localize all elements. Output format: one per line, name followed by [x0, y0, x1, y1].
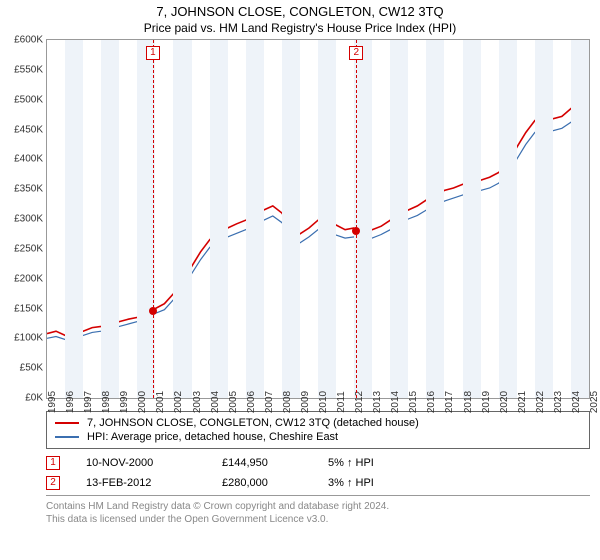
- y-axis-label: £450K: [14, 124, 47, 135]
- chart-alt-band: [282, 40, 300, 398]
- transaction-table: 1 10-NOV-2000 £144,950 5% ↑ HPI 2 13-FEB-2012…: [46, 453, 590, 493]
- x-axis-label: 2007: [264, 391, 275, 413]
- footer-line-2: This data is licensed under the Open Gov…: [46, 513, 590, 526]
- x-axis-label: 2024: [571, 391, 582, 413]
- chart-alt-band: [463, 40, 481, 398]
- marker-line: [356, 40, 357, 398]
- marker-label: 2: [349, 46, 363, 60]
- transaction-date: 13-FEB-2012: [86, 477, 196, 489]
- legend-item: HPI: Average price, detached house, Ches…: [55, 430, 581, 444]
- chart-alt-band: [426, 40, 444, 398]
- transaction-price: £144,950: [222, 457, 302, 469]
- legend-swatch: [55, 422, 79, 424]
- transaction-delta: 3% ↑ HPI: [328, 477, 418, 489]
- y-axis-label: £550K: [14, 64, 47, 75]
- transaction-delta: 5% ↑ HPI: [328, 457, 418, 469]
- x-axis-label: 2022: [535, 391, 546, 413]
- x-axis-label: 1999: [119, 391, 130, 413]
- x-axis-label: 2006: [246, 391, 257, 413]
- chart-legend: 7, JOHNSON CLOSE, CONGLETON, CW12 3TQ (d…: [46, 411, 590, 449]
- x-axis-label: 2025: [589, 391, 600, 413]
- transaction-date: 10-NOV-2000: [86, 457, 196, 469]
- x-axis-label: 2017: [444, 391, 455, 413]
- x-axis-label: 2010: [318, 391, 329, 413]
- x-axis-label: 1998: [101, 391, 112, 413]
- x-axis-label: 2020: [499, 391, 510, 413]
- x-axis-label: 2021: [517, 391, 528, 413]
- y-axis-label: £150K: [14, 303, 47, 314]
- x-axis-label: 2004: [210, 391, 221, 413]
- legend-label: 7, JOHNSON CLOSE, CONGLETON, CW12 3TQ (d…: [87, 417, 419, 429]
- chart-alt-band: [535, 40, 553, 398]
- x-axis-label: 2002: [173, 391, 184, 413]
- x-axis-label: 2001: [155, 391, 166, 413]
- x-axis-label: 1996: [65, 391, 76, 413]
- transaction-price: £280,000: [222, 477, 302, 489]
- x-axis-label: 2015: [408, 391, 419, 413]
- transaction-row: 2 13-FEB-2012 £280,000 3% ↑ HPI: [46, 473, 590, 493]
- chart-alt-band: [499, 40, 517, 398]
- marker-label: 1: [146, 46, 160, 60]
- y-axis-label: £250K: [14, 243, 47, 254]
- x-axis-label: 2000: [137, 391, 148, 413]
- chart-subtitle: Price paid vs. HM Land Registry's House …: [0, 19, 600, 39]
- x-axis-label: 1995: [47, 391, 58, 413]
- legend-item: 7, JOHNSON CLOSE, CONGLETON, CW12 3TQ (d…: [55, 416, 581, 430]
- chart-alt-band: [173, 40, 191, 398]
- transaction-marker: 1: [46, 456, 60, 470]
- footer-attribution: Contains HM Land Registry data © Crown c…: [46, 495, 590, 526]
- chart-alt-band: [65, 40, 83, 398]
- x-axis-label: 2009: [300, 391, 311, 413]
- x-axis-label: 2011: [336, 391, 347, 413]
- x-axis-label: 2008: [282, 391, 293, 413]
- x-axis-label: 2016: [426, 391, 437, 413]
- y-axis-label: £50K: [20, 363, 47, 374]
- chart-alt-band: [210, 40, 228, 398]
- marker-point: [149, 307, 157, 315]
- chart-plot-area: 1995199619971998199920002001200220032004…: [46, 39, 590, 399]
- x-axis-label: 2013: [372, 391, 383, 413]
- x-axis-label: 2005: [228, 391, 239, 413]
- marker-point: [352, 227, 360, 235]
- chart-alt-band: [390, 40, 408, 398]
- x-axis-label: 2019: [481, 391, 492, 413]
- transaction-marker: 2: [46, 476, 60, 490]
- x-axis-label: 2003: [192, 391, 203, 413]
- y-axis-label: £400K: [14, 154, 47, 165]
- legend-swatch: [55, 436, 79, 438]
- x-axis-label: 2014: [390, 391, 401, 413]
- x-axis-label: 1997: [83, 391, 94, 413]
- chart-title: 7, JOHNSON CLOSE, CONGLETON, CW12 3TQ: [0, 0, 600, 19]
- chart-alt-band: [571, 40, 589, 398]
- legend-label: HPI: Average price, detached house, Ches…: [87, 431, 338, 443]
- x-axis-label: 2018: [463, 391, 474, 413]
- y-axis-label: £100K: [14, 333, 47, 344]
- footer-line-1: Contains HM Land Registry data © Crown c…: [46, 500, 590, 513]
- y-axis-label: £600K: [14, 35, 47, 46]
- y-axis-label: £0K: [25, 393, 47, 404]
- x-axis-label: 2023: [553, 391, 564, 413]
- chart-alt-band: [318, 40, 336, 398]
- y-axis-label: £350K: [14, 184, 47, 195]
- chart-alt-band: [101, 40, 119, 398]
- y-axis-label: £500K: [14, 94, 47, 105]
- transaction-row: 1 10-NOV-2000 £144,950 5% ↑ HPI: [46, 453, 590, 473]
- marker-line: [153, 40, 154, 398]
- chart-alt-band: [246, 40, 264, 398]
- y-axis-label: £300K: [14, 214, 47, 225]
- y-axis-label: £200K: [14, 273, 47, 284]
